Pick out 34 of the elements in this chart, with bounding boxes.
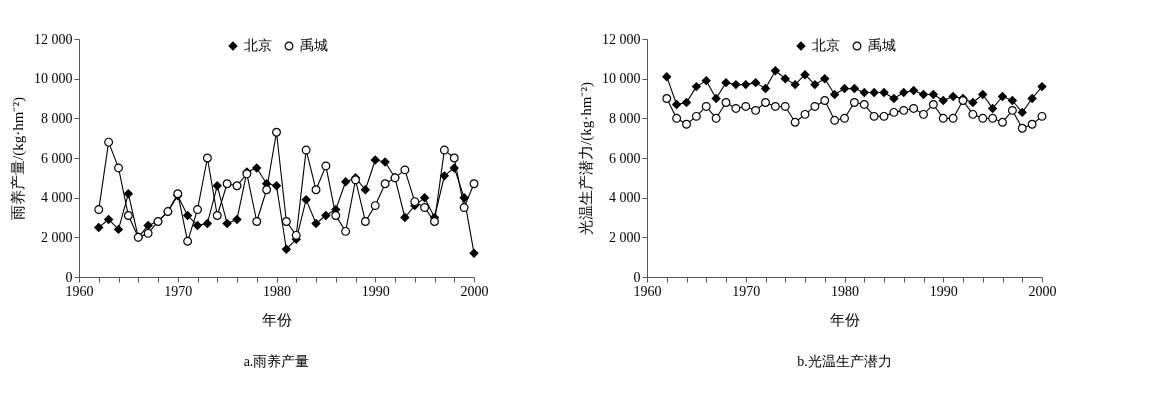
y-tick-label: 10 000 [34,71,73,87]
x-tick-label: 1970 [732,283,761,299]
text: b.光温生产潜力 [797,354,892,369]
y-tick-label: 0 [633,269,641,285]
y-axis-title: 雨养产量/(kg·hm⁻²) [10,97,27,220]
y-tick-label: 6 000 [609,150,641,166]
y-tick-label: 2 000 [609,229,641,245]
x-axis-title: 年份 [262,311,292,328]
x-tick-label: 2000 [1028,283,1057,299]
text: a.雨养产量 [243,354,310,369]
x-axis-title: 年份 [830,311,860,328]
y-tick-label: 4 000 [41,190,73,206]
x-tick-label: 1990 [361,283,390,299]
y-tick-label: 2 000 [41,229,73,245]
x-tick-label: 1990 [929,283,958,299]
y-tick-label: 8 000 [609,110,641,126]
y-tick-label: 0 [65,269,73,285]
y-tick-label: 12 000 [34,31,73,47]
y-tick-label: 4 000 [609,190,641,206]
x-tick-label: 1980 [263,283,291,299]
y-axis-title: 光温生产潜力/(kg·hm⁻²) [578,82,595,235]
legend-label: 禹城 [300,38,328,53]
y-tick-label: 12 000 [602,31,641,47]
legend-label: 禹城 [868,38,896,53]
x-tick-label: 1970 [164,283,193,299]
legend-label: 北京 [244,38,272,53]
legend-label: 北京 [812,38,840,53]
x-tick-label: 2000 [460,283,489,299]
y-tick-label: 10 000 [602,71,641,87]
x-tick-label: 1980 [831,283,859,299]
x-tick-label: 1960 [65,283,94,299]
y-tick-label: 8 000 [41,110,73,126]
y-tick-label: 6 000 [41,150,73,166]
x-tick-label: 1960 [633,283,662,299]
